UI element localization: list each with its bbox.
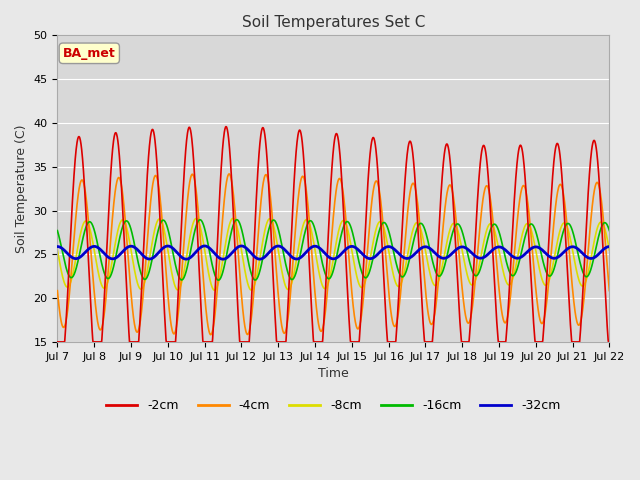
Legend: -2cm, -4cm, -8cm, -16cm, -32cm: -2cm, -4cm, -8cm, -16cm, -32cm (101, 394, 566, 417)
X-axis label: Time: Time (318, 367, 349, 380)
Title: Soil Temperatures Set C: Soil Temperatures Set C (242, 15, 425, 30)
Text: BA_met: BA_met (63, 47, 116, 60)
Y-axis label: Soil Temperature (C): Soil Temperature (C) (15, 124, 28, 253)
